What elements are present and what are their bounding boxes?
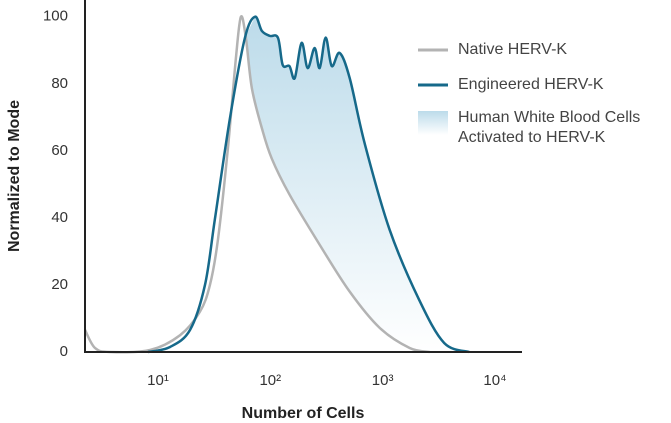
series-line	[83, 14, 430, 354]
y-tick-label: 0	[60, 343, 68, 360]
y-tick-label: 60	[51, 142, 68, 159]
x-axis-label: Number of Cells	[242, 405, 365, 422]
x-tick-label: 10⁴	[483, 372, 506, 389]
legend-label: Human White Blood Cells Activated to HER…	[458, 109, 641, 146]
legend-label: Engineered HERV-K	[458, 76, 604, 93]
y-tick-label: 80	[51, 75, 68, 92]
x-tick-label: 10³	[372, 372, 394, 389]
legend-label: Native HERV-K	[458, 41, 568, 58]
legend-swatch	[418, 111, 448, 135]
shaded-region	[244, 16, 470, 353]
x-tick-label: 10¹	[147, 372, 169, 389]
x-tick-label: 10²	[259, 372, 281, 389]
series-line	[147, 15, 470, 354]
y-tick-label: 20	[51, 276, 68, 293]
y-tick-label: 100	[43, 8, 68, 25]
plot-area	[83, 14, 470, 354]
y-tick-label: 40	[51, 209, 68, 226]
y-axis-label: Normalized to Mode	[6, 100, 23, 252]
